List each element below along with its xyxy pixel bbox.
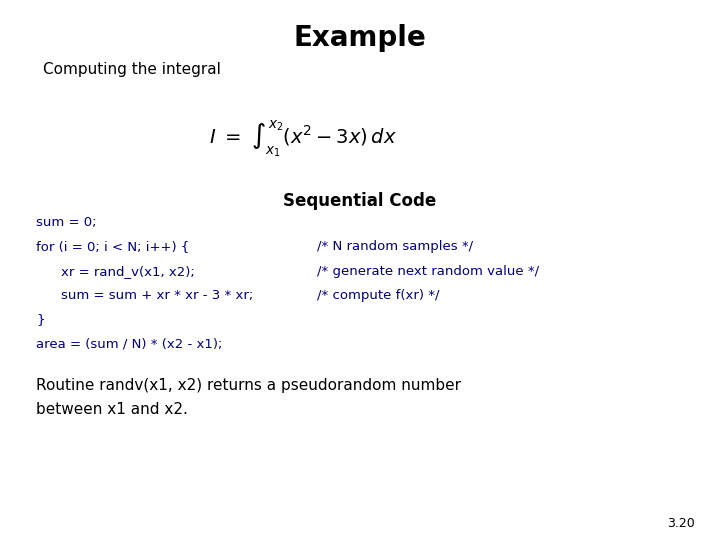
Text: Sequential Code: Sequential Code: [284, 192, 436, 210]
Text: for (i = 0; i < N; i++) {: for (i = 0; i < N; i++) {: [36, 240, 189, 253]
Text: sum = 0;: sum = 0;: [36, 216, 96, 229]
Text: Computing the integral: Computing the integral: [43, 62, 221, 77]
Text: /* generate next random value */: /* generate next random value */: [317, 265, 539, 278]
Text: /* compute f(xr) */: /* compute f(xr) */: [317, 289, 439, 302]
Text: 3.20: 3.20: [667, 517, 695, 530]
Text: /* N random samples */: /* N random samples */: [317, 240, 473, 253]
Text: }: }: [36, 313, 45, 326]
Text: xr = rand_v(x1, x2);: xr = rand_v(x1, x2);: [61, 265, 195, 278]
Text: Routine randv(x1, x2) returns a pseudorandom number: Routine randv(x1, x2) returns a pseudora…: [36, 378, 461, 393]
Text: between x1 and x2.: between x1 and x2.: [36, 402, 188, 417]
Text: $I \ = \ \int_{x_1}^{x_2}(x^2 - 3x)\,dx$: $I \ = \ \int_{x_1}^{x_2}(x^2 - 3x)\,dx$: [209, 119, 396, 159]
Text: area = (sum / N) * (x2 - x1);: area = (sum / N) * (x2 - x1);: [36, 338, 222, 350]
Text: sum = sum + xr * xr - 3 * xr;: sum = sum + xr * xr - 3 * xr;: [61, 289, 253, 302]
Text: Example: Example: [294, 24, 426, 52]
